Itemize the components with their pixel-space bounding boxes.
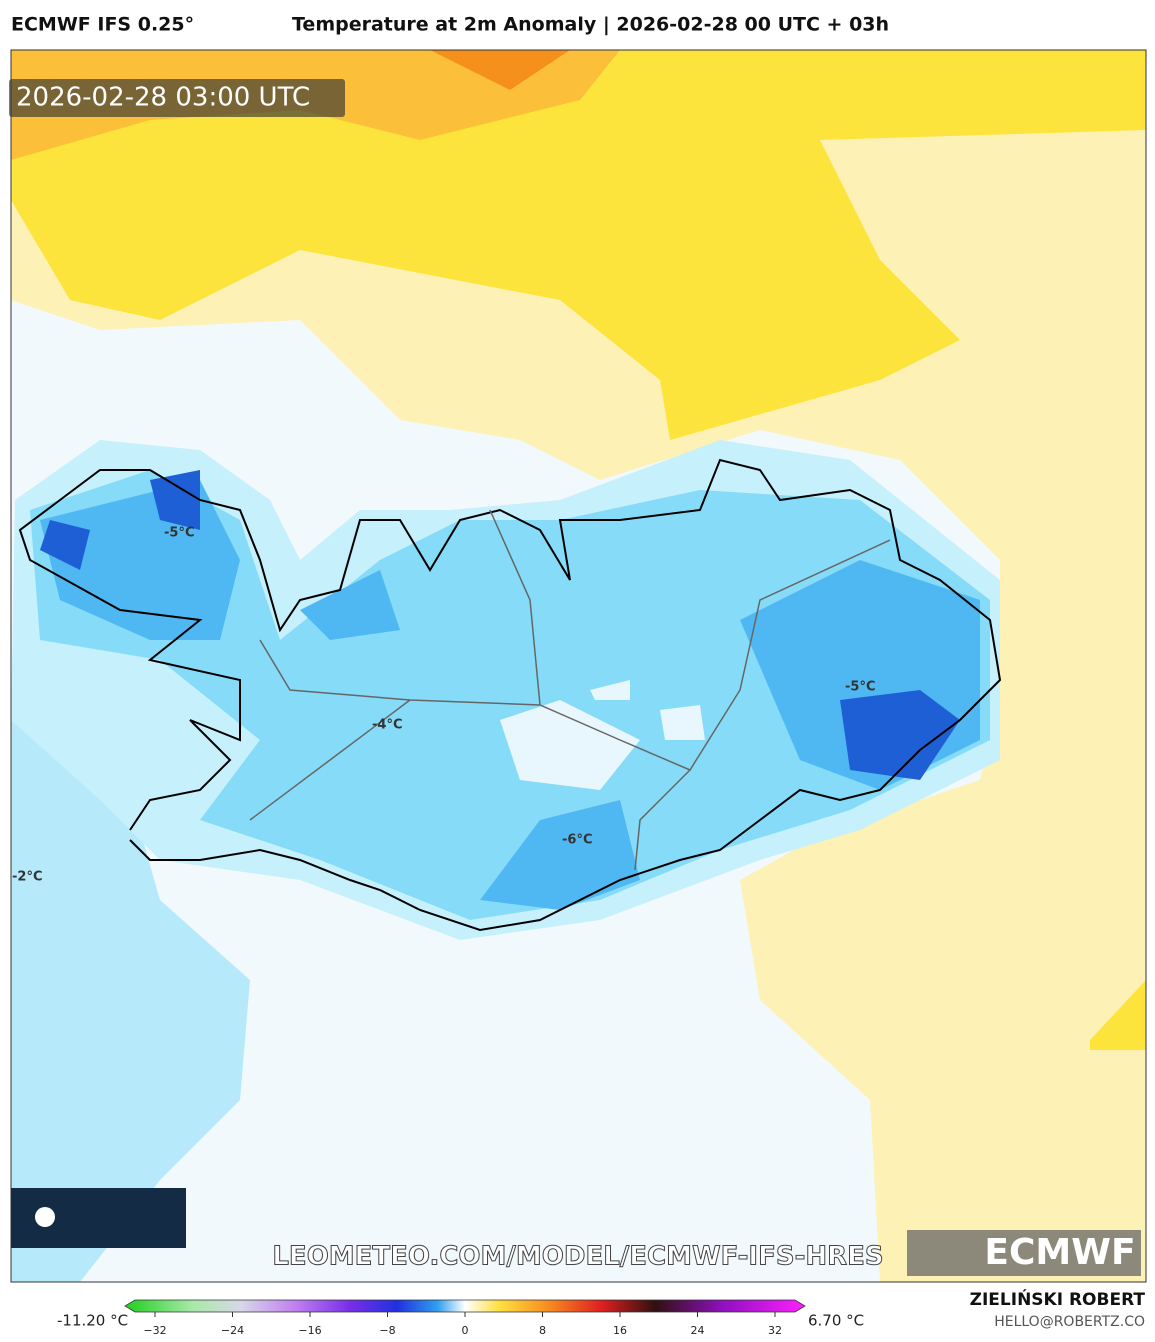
watermark: LEOMETEO.COM/MODEL/ECMWF-IFS-HRES [272, 1242, 883, 1272]
colorbar: −32 −24 −16 −8 0 8 16 24 32 [124, 1299, 806, 1337]
cold-zone [40, 480, 980, 910]
colorbar-tick-label: −8 [379, 1324, 395, 1337]
warm-zone [430, 50, 570, 90]
coastline [18, 458, 1002, 932]
colorbar-tick-label: 24 [691, 1324, 705, 1337]
author: ZIELIŃSKI ROBERT [970, 1288, 1146, 1310]
isotherm-label: -6°C [562, 833, 592, 848]
cold-zone [30, 470, 990, 920]
borders [249, 509, 891, 871]
contact: HELLO@ROBERTZ.CO [994, 1314, 1145, 1330]
colorbar-tick-label: 16 [613, 1324, 627, 1337]
model-name: ECMWF IFS 0.25° [11, 14, 194, 36]
colorbar-tick-label: 8 [539, 1324, 546, 1337]
timestamp-box [9, 79, 345, 117]
cold-zone [11, 700, 250, 1282]
colorbar-tick-label: −24 [221, 1324, 244, 1337]
map-frame [10, 49, 1147, 1283]
isotherm-label: -5°C [845, 680, 875, 695]
colorbar-bar [124, 1299, 806, 1313]
warm-zone [1090, 980, 1146, 1050]
colorbar-min: -11.20 °C [57, 1312, 128, 1330]
map-title: Temperature at 2m Anomaly | 2026-02-28 0… [292, 14, 889, 36]
colorbar-tick-label: 0 [462, 1324, 469, 1337]
colorbar-tick-label: −32 [143, 1324, 166, 1337]
mild-zone [500, 680, 705, 790]
timestamp: 2026-02-28 03:00 UTC [16, 83, 310, 113]
warm-zone [11, 50, 1146, 440]
isotherm-label: -5°C [164, 526, 194, 541]
sun-icon [35, 1207, 55, 1227]
colorbar-tick-label: 32 [768, 1324, 782, 1337]
colorbar-max: 6.70 °C [808, 1312, 864, 1330]
logo-box [907, 1230, 1141, 1276]
cold-zone [40, 470, 960, 780]
colorbar-tick-label: −16 [298, 1324, 321, 1337]
logo: ECMWF [984, 1232, 1135, 1273]
isotherm-label: -2°C [12, 870, 42, 885]
map [11, 50, 1146, 1282]
isotherm-label: -4°C [372, 718, 402, 733]
